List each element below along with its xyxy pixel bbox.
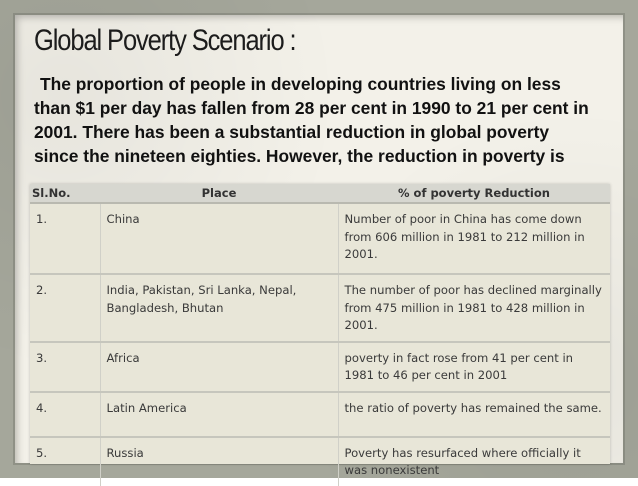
cell-place: India, Pakistan, Sri Lanka, Nepal, Bangl…	[99, 274, 339, 343]
table-row: 2. India, Pakistan, Sri Lanka, Nepal, Ba…	[30, 274, 610, 343]
cell-place: China	[99, 203, 339, 275]
cell-sl-no: 4.	[30, 391, 100, 438]
table-row: 3. Africa poverty in fact rose from 41 p…	[30, 341, 610, 393]
header-poverty-reduction: % of poverty Reduction	[338, 184, 610, 204]
body-paragraph: The proportion of people in developing c…	[34, 74, 589, 166]
cell-sl-no: 2.	[30, 274, 100, 343]
cell-reduction: the ratio of poverty has remained the sa…	[338, 391, 610, 438]
cell-sl-no: 1.	[30, 203, 100, 275]
table-row: 4. Latin America the ratio of poverty ha…	[30, 391, 610, 438]
slide-title: Global Poverty Scenario :	[34, 24, 297, 57]
poverty-table: Sl.No. Place % of poverty Reduction 1. C…	[30, 184, 610, 486]
cell-reduction: Number of poor in China has come down fr…	[338, 203, 610, 275]
header-place: Place	[100, 184, 338, 204]
cell-reduction: The number of poor has declined marginal…	[338, 274, 610, 343]
table-row: 1. China Number of poor in China has com…	[30, 203, 610, 275]
cell-place: Latin America	[99, 391, 339, 438]
cell-place: Russia	[99, 436, 339, 486]
table-row: 5. Russia Poverty has resurfaced where o…	[30, 436, 610, 486]
cell-reduction: poverty in fact rose from 41 per cent in…	[338, 341, 610, 393]
cell-reduction: Poverty has resurfaced where officially …	[344, 445, 581, 478]
cell-sl-no: 5.	[36, 445, 48, 460]
poverty-table-container: Sl.No. Place % of poverty Reduction 1. C…	[30, 184, 610, 486]
header-sl-no: Sl.No.	[30, 184, 100, 204]
cell-place: Africa	[99, 341, 339, 393]
cell-sl-no: 3.	[30, 341, 100, 393]
table-header-row: Sl.No. Place % of poverty Reduction	[30, 184, 610, 204]
